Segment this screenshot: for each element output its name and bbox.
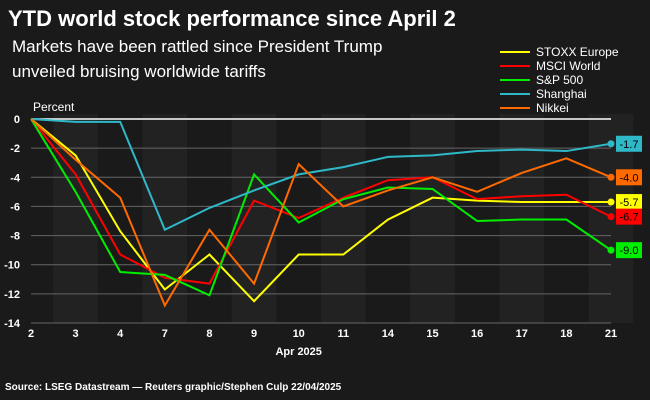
legend: STOXX Europe MSCI World S&P 500 Shanghai Nik… — [500, 45, 619, 115]
x-tick-label: 7 — [162, 328, 168, 340]
end-label-box — [616, 169, 642, 186]
column-band — [321, 114, 366, 323]
y-tick-label: -14 — [4, 318, 21, 330]
legend-swatch — [500, 93, 530, 95]
subtitle-line-1: Markets have been rattled since Presiden… — [12, 37, 383, 56]
end-label: -6.7 — [620, 212, 639, 224]
end-point-marker — [607, 173, 615, 181]
end-label: -4.0 — [620, 172, 639, 184]
legend-swatch — [500, 79, 530, 81]
series-line-nikkei — [30, 118, 612, 308]
y-tick-label: 0 — [14, 114, 20, 126]
end-label-box — [616, 194, 642, 211]
y-tick-label: -8 — [10, 231, 20, 243]
legend-label: STOXX Europe — [536, 45, 619, 59]
y-tick-label: -2 — [10, 143, 20, 155]
series-line-shanghai — [30, 118, 612, 232]
source-note: Source: LSEG Datastream — Reuters graphi… — [5, 382, 342, 393]
x-tick-label: 14 — [382, 328, 395, 340]
subtitle-line-2: unveiled bruising worldwide tariffs — [12, 62, 266, 81]
column-band — [231, 114, 277, 323]
x-tick-label: 3 — [73, 328, 79, 340]
legend-label: S&P 500 — [536, 73, 584, 87]
x-tick-label: 10 — [293, 328, 305, 340]
series-line-stoxx-europe — [30, 118, 611, 303]
x-axis-label: Apr 2025 — [275, 346, 321, 358]
x-tick-label: 9 — [251, 328, 257, 340]
x-tick-label: 2 — [28, 328, 34, 340]
column-band — [142, 114, 188, 323]
end-label-box — [616, 208, 642, 225]
y-tick-label: -12 — [4, 289, 20, 301]
legend-item: Shanghai — [500, 87, 619, 101]
chart-title: YTD world stock performance since April … — [8, 6, 456, 31]
x-tick-label: 17 — [516, 328, 528, 340]
legend-label: Nikkei — [536, 101, 569, 115]
end-label: -9.0 — [620, 245, 639, 257]
x-tick-label: 15 — [426, 328, 438, 340]
legend-label: MSCI World — [536, 59, 601, 73]
x-tick-label: 11 — [337, 328, 349, 340]
x-tick-label: 18 — [560, 328, 572, 340]
y-tick-label: -6 — [10, 201, 20, 213]
series-line-s-p-500 — [30, 118, 612, 297]
x-tick-label: 8 — [206, 328, 212, 340]
end-point-marker — [607, 198, 615, 206]
series-line-msci-world — [30, 118, 612, 285]
end-point-marker — [607, 213, 615, 221]
legend-swatch — [500, 65, 530, 67]
legend-item: Nikkei — [500, 101, 619, 115]
legend-item: STOXX Europe — [500, 45, 619, 59]
legend-label: Shanghai — [536, 87, 587, 101]
end-label: -5.7 — [620, 197, 639, 209]
y-tick-label: -4 — [10, 172, 21, 184]
column-band — [410, 114, 455, 323]
end-point-marker — [607, 246, 615, 254]
y-axis-label: Percent — [33, 100, 75, 114]
legend-item: S&P 500 — [500, 73, 619, 87]
legend-swatch — [500, 51, 530, 53]
x-tick-label: 16 — [471, 328, 483, 340]
legend-swatch — [500, 107, 530, 109]
end-point-marker — [607, 140, 615, 148]
x-tick-label: 4 — [117, 328, 124, 340]
legend-item: MSCI World — [500, 59, 619, 73]
y-tick-label: -10 — [4, 260, 20, 272]
end-label-box — [616, 135, 642, 152]
end-label: -1.7 — [620, 139, 639, 151]
x-tick-label: 21 — [605, 328, 617, 340]
end-label-box — [616, 242, 642, 259]
column-band — [499, 114, 545, 323]
